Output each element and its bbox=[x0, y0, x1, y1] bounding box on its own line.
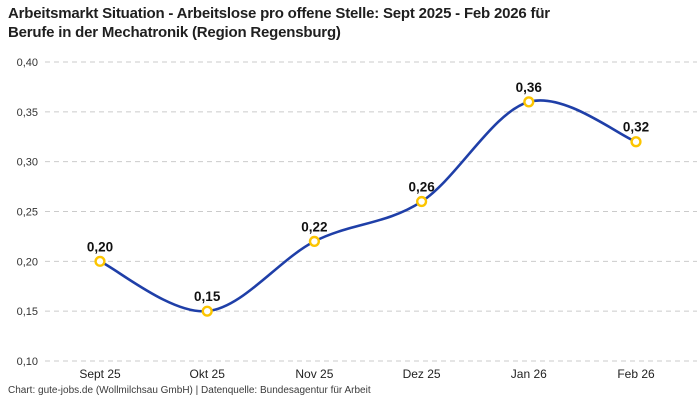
x-tick-label: Sept 25 bbox=[79, 367, 121, 381]
y-tick-label: 0,25 bbox=[17, 207, 38, 219]
x-tick-label: Feb 26 bbox=[617, 367, 655, 381]
x-tick-label: Nov 25 bbox=[295, 367, 333, 381]
data-point-marker bbox=[308, 235, 321, 248]
chart-title-line1: Arbeitsmarkt Situation - Arbeitslose pro… bbox=[8, 5, 550, 22]
data-point-label: 0,22 bbox=[301, 219, 327, 234]
data-point-marker bbox=[523, 96, 535, 108]
chart-title: Arbeitsmarkt Situation - Arbeitslose pro… bbox=[8, 4, 678, 42]
y-tick-label: 0,30 bbox=[17, 157, 38, 169]
chart-title-line2: Berufe in der Mechatronik (Region Regens… bbox=[8, 24, 341, 42]
y-tick-label: 0,35 bbox=[17, 107, 38, 119]
chart-footer: Chart: gute-jobs.de (Wollmilchsau GmbH) … bbox=[8, 385, 371, 396]
line-chart: 0,40 0,35 0,30 0,25 0,20 0,15 0,10 Sept 25 Okt 2… bbox=[17, 57, 697, 381]
y-tick-label: 0,40 bbox=[17, 57, 38, 69]
x-tick-label: Okt 25 bbox=[190, 367, 226, 381]
data-point-marker bbox=[630, 136, 642, 148]
data-point-label: 0,15 bbox=[194, 289, 221, 304]
x-tick-label: Dez 25 bbox=[403, 367, 441, 381]
data-point-marker bbox=[201, 305, 213, 317]
y-tick-label: 0,20 bbox=[17, 256, 38, 268]
data-point-marker bbox=[416, 195, 428, 208]
data-point-label: 0,20 bbox=[87, 239, 113, 254]
y-tick-label: 0,15 bbox=[17, 306, 38, 318]
data-point-marker bbox=[94, 255, 106, 267]
data-point-label: 0,26 bbox=[408, 180, 435, 195]
y-tick-label: 0,10 bbox=[17, 356, 38, 368]
data-point-label: 0,36 bbox=[516, 80, 543, 95]
x-tick-label: Jan 26 bbox=[511, 367, 547, 381]
series-line bbox=[98, 99, 638, 313]
data-point-label: 0,32 bbox=[623, 120, 649, 135]
